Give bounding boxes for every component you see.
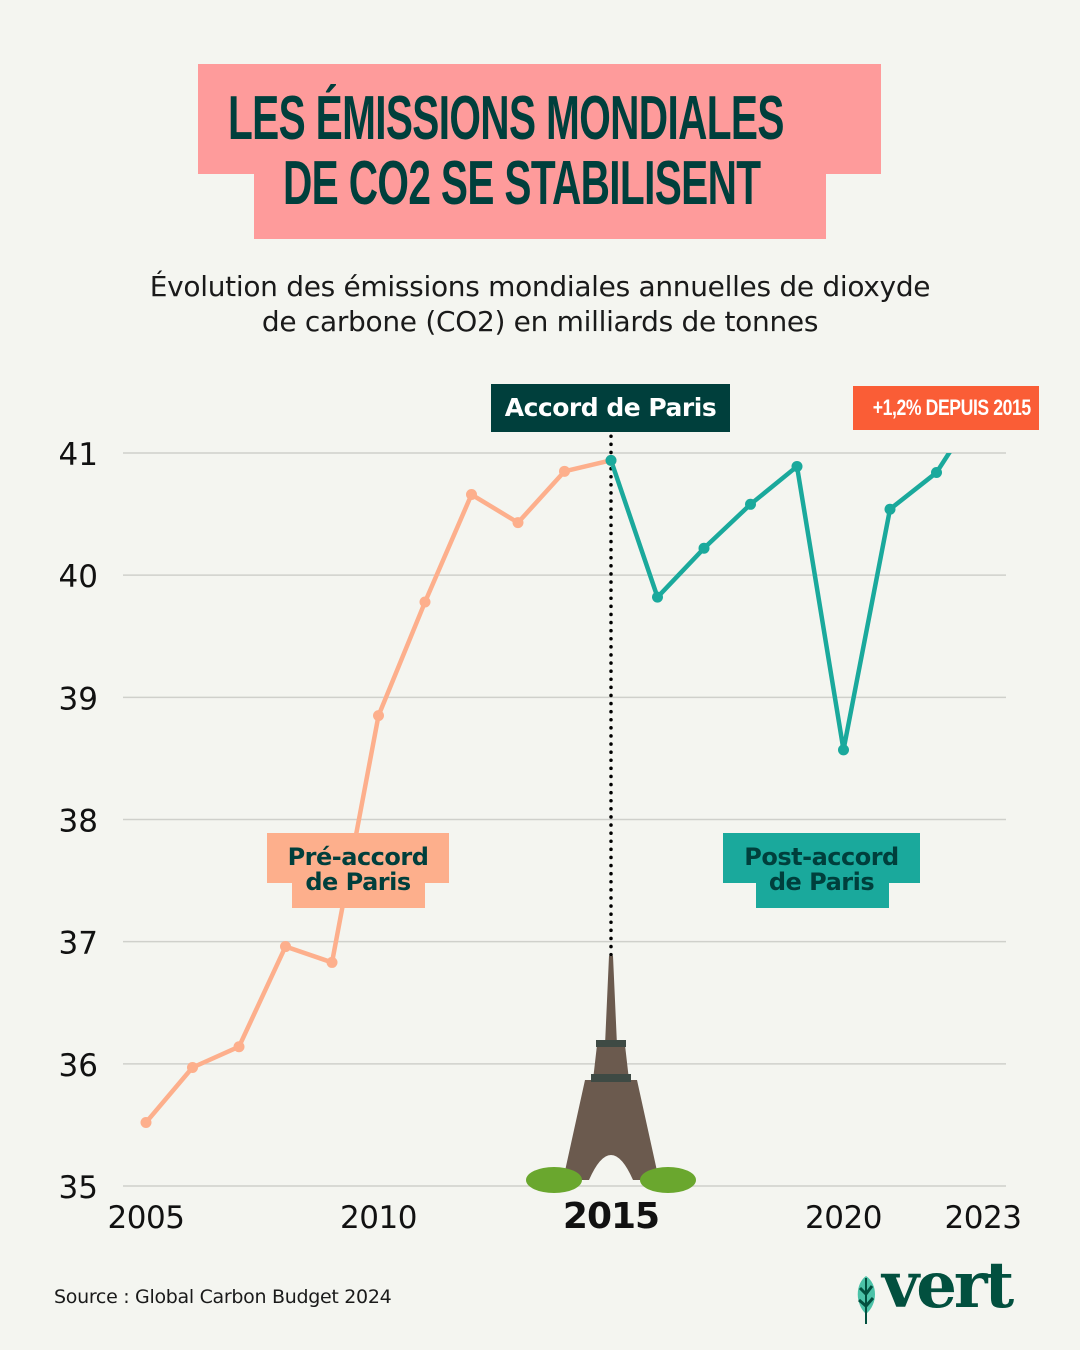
y-tick-label: 39 <box>59 681 98 717</box>
data-point <box>466 489 477 501</box>
data-point <box>140 1116 152 1128</box>
data-point <box>838 744 849 756</box>
data-point <box>419 596 431 608</box>
y-tick-label: 41 <box>59 437 98 473</box>
bush-left <box>526 1167 582 1193</box>
series-group <box>140 453 952 1128</box>
x-axis-ticks: 2005 2010 2015 2020 2023 <box>108 1196 1022 1237</box>
post-accord-label-line1: Post-accord <box>744 843 899 871</box>
bush-right <box>640 1167 696 1193</box>
data-point <box>187 1061 198 1073</box>
growth-badge-text: +1,2% DEPUIS 2015 <box>872 395 1031 420</box>
y-tick-label: 36 <box>59 1048 98 1084</box>
chart-subtitle-line2: de carbone (CO2) en milliards de tonnes <box>261 305 819 338</box>
leaf-icon <box>857 1276 875 1324</box>
data-point <box>605 454 617 466</box>
x-tick-label: 2020 <box>805 1200 882 1236</box>
data-point <box>884 503 896 515</box>
post-accord-label-line2: de Paris <box>768 868 875 896</box>
title-background-line2 <box>254 150 826 239</box>
eiffel-tower-body <box>563 956 659 1180</box>
pre-accord-label: Pré-accord de Paris <box>267 845 449 895</box>
data-point <box>698 542 710 554</box>
chart-subtitle-line1: Évolution des émissions mondiales annuel… <box>149 270 931 303</box>
eiffel-tower-icon <box>526 956 696 1193</box>
eiffel-tower-platform <box>596 1040 626 1047</box>
y-tick-label: 40 <box>59 559 98 595</box>
pre-accord-label-line2: de Paris <box>305 868 411 896</box>
x-tick-label: 2015 <box>563 1196 659 1237</box>
y-tick-label: 35 <box>59 1170 98 1206</box>
pre-accord-series-line <box>144 458 612 1124</box>
data-point <box>931 467 942 479</box>
pre-accord-label-bg2 <box>292 870 425 908</box>
data-point <box>373 710 384 722</box>
post-accord-label-bg2 <box>756 870 889 908</box>
x-tick-label: 2010 <box>340 1200 417 1236</box>
data-point <box>326 956 338 968</box>
accord-de-paris-label: Accord de Paris <box>491 384 730 432</box>
vert-logo: vert <box>852 1254 1042 1328</box>
x-tick-label: 2005 <box>108 1200 185 1236</box>
data-point <box>745 498 756 510</box>
data-point <box>512 517 524 529</box>
y-tick-label: 37 <box>59 926 98 962</box>
x-tick-label: 2023 <box>945 1200 1022 1236</box>
pre-accord-label-line1: Pré-accord <box>287 843 429 871</box>
y-tick-label: 38 <box>59 804 98 840</box>
data-point <box>233 1041 245 1053</box>
data-point <box>559 465 570 477</box>
page-title-line1: LES ÉMISSIONS MONDIALES <box>228 84 784 153</box>
page-title-line2: DE CO2 SE STABILISENT <box>283 149 761 218</box>
post-accord-label: Post-accord de Paris <box>723 845 920 895</box>
data-point <box>791 460 803 472</box>
data-point <box>652 591 663 603</box>
grid-lines <box>123 452 1006 1187</box>
source-note: Source : Global Carbon Budget 2024 <box>54 1286 392 1308</box>
growth-badge: +1,2% DEPUIS 2015 <box>853 386 1039 430</box>
eiffel-tower-platform <box>591 1074 631 1082</box>
data-point <box>280 941 291 953</box>
logo-text: vert <box>882 1248 1014 1323</box>
y-axis-ticks: 41 40 39 38 37 36 35 <box>59 437 98 1206</box>
